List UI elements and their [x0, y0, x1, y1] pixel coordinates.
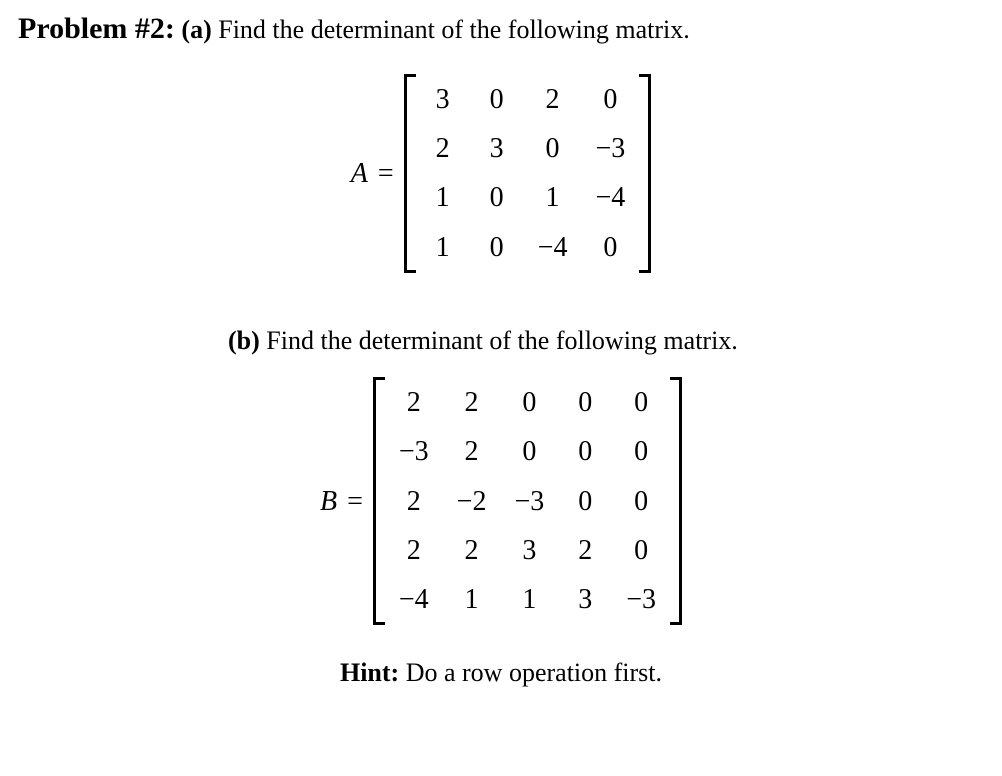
- matrix-cell: 0: [572, 383, 598, 422]
- matrix-cell: 0: [514, 432, 544, 471]
- matrix-cell: 0: [538, 129, 568, 168]
- matrix-cell: 2: [538, 80, 568, 119]
- hint-text: Do a row operation first.: [406, 658, 662, 687]
- matrix-cell: 1: [514, 580, 544, 619]
- matrix-cell: 2: [457, 531, 487, 570]
- matrix-cell: 1: [538, 178, 568, 217]
- matrix-cell: 1: [457, 580, 487, 619]
- matrix-cell: 0: [484, 228, 510, 267]
- matrix-cell: 2: [399, 383, 429, 422]
- matrix-cell: 2: [399, 531, 429, 570]
- matrix-cell: 0: [572, 432, 598, 471]
- matrix-cell: 3: [430, 80, 456, 119]
- matrix-cell: −4: [595, 178, 625, 217]
- left-bracket-icon: [404, 74, 416, 273]
- matrix-cell: 0: [626, 383, 656, 422]
- matrix-cell: 1: [430, 228, 456, 267]
- matrix-cell: 0: [626, 531, 656, 570]
- hint-line: Hint: Do a row operation first.: [18, 655, 984, 691]
- matrix-cell: 0: [484, 80, 510, 119]
- matrix-cell: 0: [626, 482, 656, 521]
- matrix-cell: 2: [457, 432, 487, 471]
- left-bracket-icon: [373, 377, 385, 625]
- matrix-cell: −3: [626, 580, 656, 619]
- matrix-cell: 3: [514, 531, 544, 570]
- matrix-cell: 0: [514, 383, 544, 422]
- matrix-cell: 3: [572, 580, 598, 619]
- matrix-cell: 2: [457, 383, 487, 422]
- problem-label: Problem #2:: [18, 12, 175, 45]
- matrix-cell: 3: [484, 129, 510, 168]
- matrix-cell: 0: [595, 80, 625, 119]
- matrix-a-section: A = 3020230−3101−410−40: [18, 74, 984, 273]
- part-a-marker: (a): [181, 15, 211, 44]
- matrix-a-equation: A = 3020230−3101−410−40: [351, 74, 652, 273]
- matrix-b-section: B = 22000−320002−2−30022320−4113−3: [18, 377, 984, 625]
- matrix-cell: 0: [595, 228, 625, 267]
- problem-header: Problem #2: (a) Find the determinant of …: [18, 8, 984, 50]
- matrix-cell: 2: [430, 129, 456, 168]
- matrix-cell: 1: [430, 178, 456, 217]
- matrix-cell: 2: [572, 531, 598, 570]
- part-b-intro: (b) Find the determinant of the followin…: [228, 323, 984, 359]
- matrix-cell: −4: [399, 580, 429, 619]
- right-bracket-icon: [639, 74, 651, 273]
- part-a-text: Find the determinant of the following ma…: [218, 15, 690, 44]
- hint-label: Hint:: [340, 658, 399, 687]
- matrix-cell: 0: [572, 482, 598, 521]
- equals-sign: =: [378, 154, 394, 193]
- matrix-b-grid: 22000−320002−2−30022320−4113−3: [385, 377, 670, 625]
- equals-sign: =: [347, 482, 363, 521]
- matrix-cell: −3: [399, 432, 429, 471]
- matrix-cell: 0: [626, 432, 656, 471]
- matrix-b-name: B: [320, 482, 337, 521]
- matrix-cell: −3: [595, 129, 625, 168]
- right-bracket-icon: [670, 377, 682, 625]
- part-b-marker: (b): [228, 326, 260, 355]
- matrix-cell: 0: [484, 178, 510, 217]
- matrix-a-grid: 3020230−3101−410−40: [416, 74, 640, 273]
- part-b-text: Find the determinant of the following ma…: [266, 326, 738, 355]
- matrix-a-name: A: [351, 154, 368, 193]
- matrix-b-equation: B = 22000−320002−2−30022320−4113−3: [320, 377, 682, 625]
- matrix-cell: 2: [399, 482, 429, 521]
- matrix-cell: −3: [514, 482, 544, 521]
- matrix-cell: −2: [457, 482, 487, 521]
- matrix-cell: −4: [538, 228, 568, 267]
- matrix-b-bracket: 22000−320002−2−30022320−4113−3: [373, 377, 682, 625]
- matrix-a-bracket: 3020230−3101−410−40: [404, 74, 652, 273]
